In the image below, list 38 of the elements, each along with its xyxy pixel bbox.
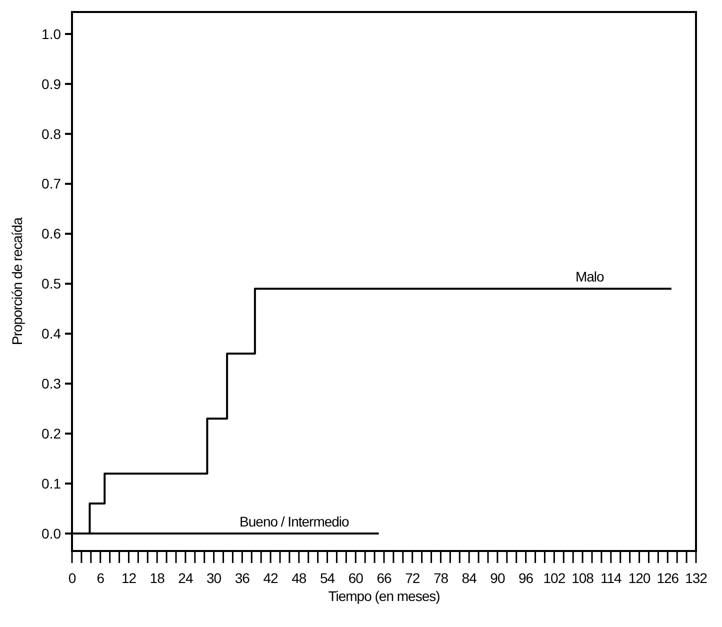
x-tick-label: 96 — [518, 570, 534, 586]
x-tick-label: 90 — [490, 570, 506, 586]
x-tick-label: 36 — [234, 570, 250, 586]
x-tick-label: 54 — [320, 570, 336, 586]
x-tick-label: 48 — [292, 570, 307, 586]
x-tick-label: 66 — [376, 570, 392, 586]
x-tick-label: 42 — [263, 570, 279, 586]
x-tick-label: 12 — [121, 570, 137, 586]
x-tick-label: 6 — [96, 570, 105, 586]
y-tick-label: 0.6 — [42, 226, 62, 242]
x-tick-label: 18 — [150, 570, 166, 586]
x-tick-label: 102 — [543, 570, 566, 586]
x-axis-title: Tiempo (en meses) — [328, 588, 440, 604]
x-tick-label: 132 — [685, 570, 708, 586]
y-tick-label: 0.5 — [42, 276, 62, 292]
y-tick-label: 0.3 — [42, 376, 62, 392]
x-tick-label: 30 — [206, 570, 222, 586]
x-tick-label: 72 — [405, 570, 420, 586]
x-tick-label: 114 — [600, 570, 622, 586]
y-tick-label: 0.2 — [42, 426, 62, 442]
annotation: Bueno / Intermedio — [240, 514, 350, 530]
y-tick-label: 0.1 — [42, 475, 62, 492]
x-tick-label: 24 — [178, 570, 194, 586]
y-tick-label: 0.4 — [42, 326, 62, 342]
annotation: Malo — [575, 268, 605, 285]
x-tick-label: 0 — [68, 570, 76, 586]
y-tick-label: 0.7 — [42, 176, 62, 192]
x-tick-label: 84 — [462, 570, 478, 586]
y-tick-label: 0.8 — [42, 126, 62, 142]
x-tick-label: 120 — [628, 570, 651, 586]
x-tick-label: 78 — [433, 570, 449, 586]
y-tick-label: 0.0 — [42, 525, 62, 542]
x-tick-label: 108 — [572, 570, 594, 586]
x-tick-label: 60 — [348, 570, 364, 586]
y-axis-title: Proporción de recaída — [9, 217, 25, 346]
y-tick-label: 1.0 — [42, 26, 62, 42]
x-tick-label: 126 — [656, 570, 680, 586]
y-tick-label: 0.9 — [42, 76, 62, 92]
